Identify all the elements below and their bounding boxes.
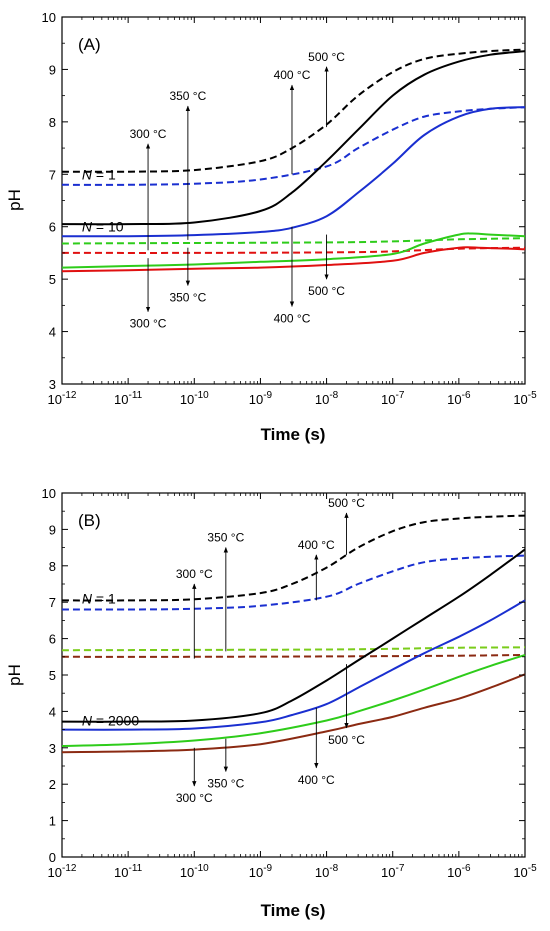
x-tick-label: 10-10 bbox=[180, 863, 209, 880]
series-layer: N = 1 N = 2000 bbox=[61, 514, 526, 754]
y-tick-label: 5 bbox=[49, 668, 56, 683]
annotation-label: 400 °C bbox=[298, 773, 335, 787]
x-tick-label: 10-8 bbox=[315, 390, 339, 407]
x-tick-label: 10-9 bbox=[249, 863, 273, 880]
series-line bbox=[61, 673, 526, 754]
x-tick-label: 10-11 bbox=[114, 863, 143, 880]
x-axis-title: Time (s) bbox=[261, 901, 326, 920]
y-tick-label: 10 bbox=[42, 486, 56, 501]
series-line bbox=[61, 246, 526, 273]
series-line bbox=[61, 654, 526, 747]
y-tick-label: 4 bbox=[49, 704, 56, 719]
x-tick-label: 10-12 bbox=[48, 863, 77, 880]
y-axis: 0 1 2 3 4 5 6 7 8 9 10 bbox=[42, 486, 525, 865]
x-tick-label: 10-12 bbox=[48, 390, 77, 407]
y-tick-label: 4 bbox=[49, 325, 56, 340]
annotation-label: 500 °C bbox=[308, 50, 345, 64]
annotation-label: 350 °C bbox=[207, 531, 244, 545]
group-label: N = 10 bbox=[82, 219, 124, 235]
series-line bbox=[61, 514, 526, 602]
y-axis: 3 4 5 6 7 8 9 10 bbox=[42, 10, 525, 392]
annotation-label: 400 °C bbox=[298, 538, 335, 552]
y-tick-label: 9 bbox=[49, 62, 56, 77]
series-line bbox=[61, 50, 526, 226]
series-line bbox=[61, 48, 526, 173]
series-line bbox=[61, 237, 526, 245]
annotation-label: 500 °C bbox=[328, 496, 365, 510]
x-tick-label: 10-10 bbox=[180, 390, 209, 407]
annotation-label: 300 °C bbox=[176, 791, 213, 805]
x-axis-title: Time (s) bbox=[261, 425, 326, 444]
x-tick-label: 10-11 bbox=[114, 390, 143, 407]
group-label: N = 2000 bbox=[82, 713, 139, 729]
group-label: N = 1 bbox=[82, 166, 116, 182]
annotation-label: 300 °C bbox=[130, 317, 167, 331]
annotation-label: 500 °C bbox=[328, 733, 365, 747]
x-tick-label: 10-8 bbox=[315, 863, 339, 880]
annotation-label: 300 °C bbox=[130, 127, 167, 141]
panel-label: (B) bbox=[78, 511, 101, 530]
series-line bbox=[61, 599, 526, 731]
y-tick-label: 7 bbox=[49, 595, 56, 610]
y-tick-label: 6 bbox=[49, 220, 56, 235]
x-tick-label: 10-5 bbox=[513, 390, 537, 407]
y-tick-label: 6 bbox=[49, 632, 56, 647]
x-tick-label: 10-7 bbox=[381, 390, 405, 407]
series-line bbox=[61, 548, 526, 723]
plot-frame bbox=[61, 492, 526, 858]
x-tick-label: 10-6 bbox=[447, 863, 471, 880]
annotation-label: 400 °C bbox=[274, 68, 311, 82]
y-tick-label: 8 bbox=[49, 115, 56, 130]
y-tick-label: 8 bbox=[49, 559, 56, 574]
annotation-label: 350 °C bbox=[169, 290, 206, 304]
y-axis-title: pH bbox=[5, 664, 24, 686]
series-line bbox=[61, 106, 526, 186]
y-tick-label: 10 bbox=[42, 10, 56, 25]
x-tick-label: 10-5 bbox=[513, 863, 537, 880]
panel-label: (A) bbox=[78, 35, 101, 54]
y-tick-label: 2 bbox=[49, 777, 56, 792]
annotation-label: 500 °C bbox=[308, 284, 345, 298]
series-layer: N = 1 N = 10 bbox=[61, 48, 526, 273]
annotation-label: 300 °C bbox=[176, 567, 213, 581]
x-axis: 10-12 10-11 10-10 10-9 10-8 10-7 10-6 10-5 bbox=[48, 493, 537, 880]
series-line bbox=[61, 554, 526, 611]
y-tick-label: 5 bbox=[49, 272, 56, 287]
series-line bbox=[61, 654, 526, 658]
x-tick-label: 10-9 bbox=[249, 390, 273, 407]
series-line bbox=[61, 106, 526, 238]
y-tick-label: 0 bbox=[49, 850, 56, 865]
x-tick-label: 10-7 bbox=[381, 863, 405, 880]
annotation-label: 350 °C bbox=[207, 776, 244, 790]
series-line bbox=[61, 646, 526, 652]
y-tick-label: 9 bbox=[49, 522, 56, 537]
series-line bbox=[61, 232, 526, 269]
y-tick-label: 3 bbox=[49, 377, 56, 392]
y-tick-label: 3 bbox=[49, 741, 56, 756]
annotation-label: 350 °C bbox=[169, 89, 206, 103]
y-tick-label: 7 bbox=[49, 167, 56, 182]
annotation-label: 400 °C bbox=[274, 311, 311, 325]
x-axis: 10-12 10-11 10-10 10-9 10-8 10-7 10-6 10-5 bbox=[48, 17, 537, 407]
y-axis-title: pH bbox=[5, 189, 24, 211]
x-tick-label: 10-6 bbox=[447, 390, 471, 407]
group-label: N = 1 bbox=[82, 591, 116, 607]
y-tick-label: 1 bbox=[49, 814, 56, 829]
